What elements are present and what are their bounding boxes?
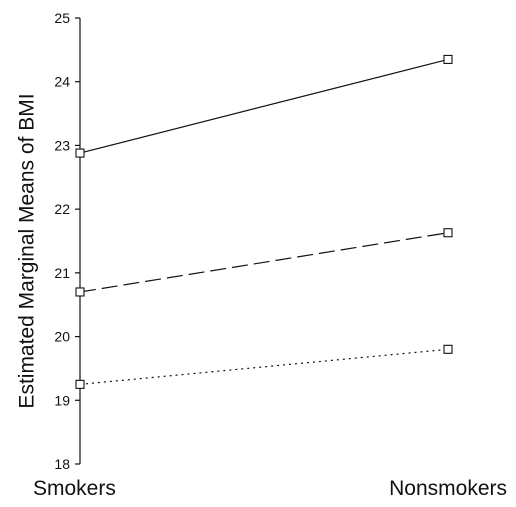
y-tick-label: 25 [54,10,70,26]
y-tick-label: 19 [54,392,70,408]
data-point-marker [443,344,453,354]
series-line-dashed [79,232,449,293]
y-tick-label: 24 [54,74,70,90]
data-point-marker [443,54,453,64]
x-category-label: Smokers [33,477,116,500]
x-axis: Smokers Nonsmokers [33,477,507,500]
data-point-marker [75,287,85,297]
data-point-marker [75,379,85,389]
series-line-solid [79,58,449,154]
y-axis: 18 19 20 21 22 23 24 25 [54,10,81,472]
x-category-label: Nonsmokers [389,477,507,500]
series-line-dotted [79,348,449,385]
y-tick-label: 22 [54,201,70,217]
y-tick-label: 20 [54,329,70,345]
series-layer [75,54,453,389]
y-tick-label: 23 [54,137,70,153]
y-tick-label: 21 [54,265,70,281]
data-point-marker [75,148,85,158]
y-axis-title: Estimated Marginal Means of BMI [15,93,38,408]
data-point-marker [443,228,453,238]
y-tick-label: 18 [54,456,70,472]
